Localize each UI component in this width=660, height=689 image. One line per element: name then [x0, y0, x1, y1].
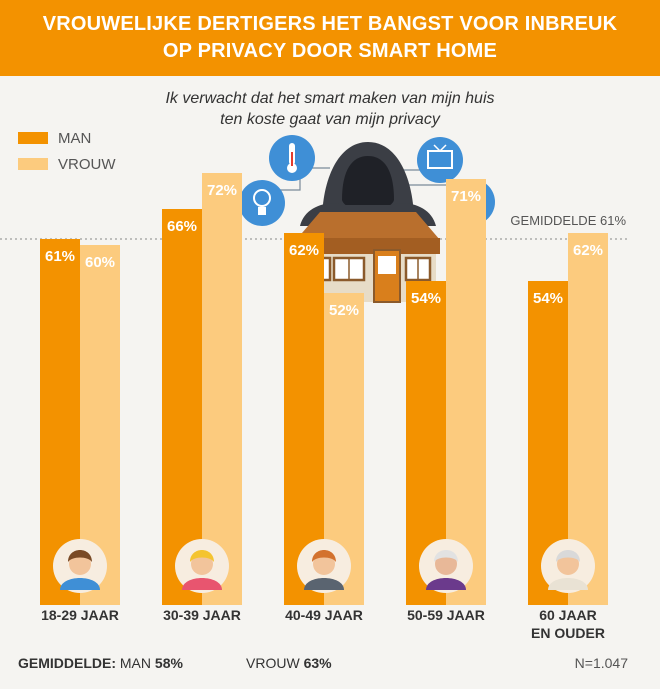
- avatar-face: [557, 553, 579, 575]
- avatar-body: [426, 578, 466, 590]
- avatars: [53, 539, 595, 593]
- bar-vrouw: [446, 179, 486, 605]
- data-label: 72%: [207, 182, 237, 199]
- avatar-body: [548, 578, 588, 590]
- legend-label-vrouw: VROUW: [58, 155, 116, 173]
- category-label: 40-49 JAAR: [285, 607, 363, 623]
- avatar-hair: [190, 550, 214, 562]
- data-label: 52%: [329, 302, 359, 319]
- thermometer-icon: [269, 135, 315, 181]
- legend-label-man: MAN: [58, 129, 92, 147]
- category-label: 50-59 JAAR: [407, 607, 485, 623]
- legend-swatch-vrouw: [18, 158, 48, 170]
- bar-vrouw: [202, 173, 242, 605]
- data-label: 71%: [451, 188, 481, 205]
- legend-item-vrouw: VROUW: [18, 151, 116, 177]
- avatar-body: [182, 578, 222, 590]
- footer-man-value: 58%: [154, 655, 183, 671]
- legend-item-man: MAN: [18, 125, 116, 151]
- footer-man-label: MAN: [119, 655, 152, 671]
- avatar-body: [304, 578, 344, 590]
- tv-icon: [417, 137, 463, 183]
- footer-average-label: GEMIDDELDE:: [18, 655, 116, 671]
- footer-vrouw-value: 63%: [303, 655, 332, 671]
- avatar-hair: [68, 550, 92, 562]
- footer-vrouw: VROUW 63%: [246, 655, 332, 671]
- avatar-hair: [312, 550, 336, 562]
- data-label: 62%: [289, 242, 319, 259]
- avatar-face: [435, 553, 457, 575]
- subtitle-line-1: Ik verwacht dat het smart maken van mijn…: [165, 90, 495, 107]
- data-label: 62%: [573, 242, 603, 259]
- chart-title-line-2: OP PRIVACY DOOR SMART HOME: [162, 40, 498, 62]
- avatar-face: [69, 553, 91, 575]
- footer-vrouw-label: VROUW: [246, 655, 300, 671]
- chart-title-line-1: VROUWELIJKE DERTIGERS HET BANGST VOOR IN…: [42, 13, 618, 35]
- legend-swatch-man: [18, 132, 48, 144]
- avatar-face: [313, 553, 335, 575]
- footer: GEMIDDELDE: MAN 58% VROUW 63% N=1.047: [18, 655, 628, 677]
- chart-subtitle: Ik verwacht dat het smart maken van mijn…: [60, 88, 600, 130]
- lightbulb-icon: [239, 180, 285, 226]
- avatar-face: [191, 553, 213, 575]
- data-label: 61%: [45, 248, 75, 265]
- category-label: EN OUDER: [531, 625, 605, 641]
- category-label: 30-39 JAAR: [163, 607, 241, 623]
- avatar-hair: [556, 550, 580, 562]
- avatar-body: [60, 578, 100, 590]
- category-label: 18-29 JAAR: [41, 607, 119, 623]
- footer-sample-size: N=1.047: [574, 655, 628, 671]
- avatar-hair: [434, 550, 458, 562]
- footer-average: GEMIDDELDE: MAN 58%: [18, 655, 183, 671]
- data-label: 60%: [85, 254, 115, 271]
- title-bar: VROUWELIJKE DERTIGERS HET BANGST VOOR IN…: [0, 0, 660, 76]
- category-label: 60 JAAR: [539, 607, 597, 623]
- bar-man: [162, 209, 202, 605]
- legend: MAN VROUW: [18, 125, 116, 177]
- reference-line-label: GEMIDDELDE 61%: [510, 213, 626, 228]
- data-label: 66%: [167, 218, 197, 235]
- data-label: 54%: [533, 290, 563, 307]
- subtitle-line-2: ten koste gaat van mijn privacy: [220, 111, 440, 128]
- data-label: 54%: [411, 290, 441, 307]
